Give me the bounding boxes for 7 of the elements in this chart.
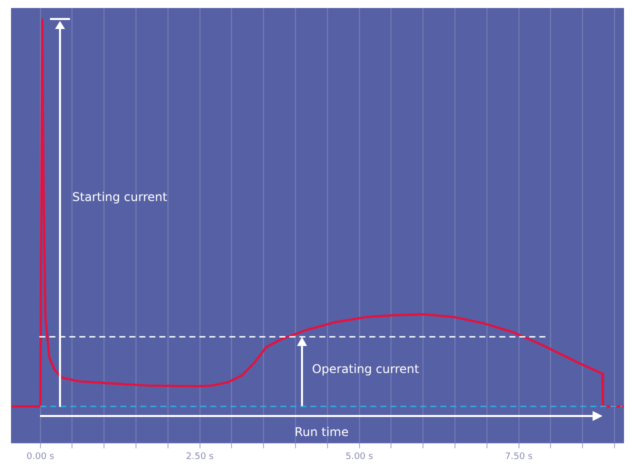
x-tick-label: 0.00 s — [26, 452, 54, 462]
annotation: Operating current — [312, 362, 420, 376]
x-tick-label: 2.50 s — [186, 452, 214, 462]
annotation: Starting current — [72, 190, 168, 204]
x-tick-label: 7.50 s — [504, 452, 533, 462]
text: Run time — [294, 425, 350, 440]
x-tick-label: 5.00 s — [345, 452, 374, 462]
